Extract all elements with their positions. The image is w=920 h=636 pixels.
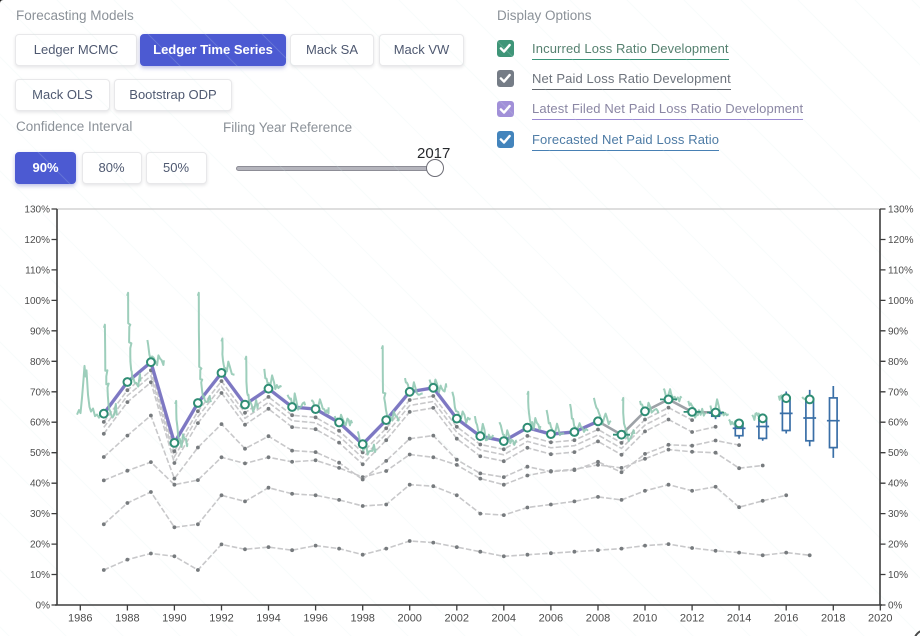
svg-text:2016: 2016: [774, 613, 798, 625]
svg-text:60%: 60%: [888, 418, 908, 429]
svg-text:2008: 2008: [586, 613, 610, 625]
svg-text:130%: 130%: [888, 205, 914, 216]
svg-text:1998: 1998: [350, 613, 374, 625]
svg-text:1990: 1990: [162, 613, 186, 625]
svg-text:80%: 80%: [888, 357, 908, 368]
svg-text:70%: 70%: [888, 387, 908, 398]
svg-text:70%: 70%: [30, 387, 50, 398]
svg-text:50%: 50%: [30, 448, 50, 459]
svg-text:2012: 2012: [680, 613, 704, 625]
svg-text:0%: 0%: [888, 601, 903, 612]
svg-text:10%: 10%: [888, 570, 908, 581]
svg-text:2020: 2020: [868, 613, 892, 625]
svg-text:80%: 80%: [30, 357, 50, 368]
svg-text:10%: 10%: [30, 570, 50, 581]
svg-text:90%: 90%: [30, 326, 50, 337]
svg-text:1988: 1988: [115, 613, 139, 625]
svg-text:2000: 2000: [397, 613, 421, 625]
svg-text:90%: 90%: [888, 326, 908, 337]
svg-text:2006: 2006: [539, 613, 563, 625]
svg-text:120%: 120%: [888, 235, 914, 246]
svg-text:1996: 1996: [303, 613, 327, 625]
svg-text:120%: 120%: [24, 235, 50, 246]
svg-text:30%: 30%: [888, 509, 908, 520]
svg-text:2018: 2018: [821, 613, 845, 625]
svg-text:20%: 20%: [888, 540, 908, 551]
svg-text:40%: 40%: [30, 479, 50, 490]
svg-text:2004: 2004: [492, 613, 516, 625]
svg-text:100%: 100%: [888, 296, 914, 307]
svg-text:60%: 60%: [30, 418, 50, 429]
svg-text:40%: 40%: [888, 479, 908, 490]
svg-text:100%: 100%: [24, 296, 50, 307]
svg-text:110%: 110%: [25, 265, 50, 276]
svg-text:0%: 0%: [36, 601, 51, 612]
svg-text:2002: 2002: [445, 613, 469, 625]
svg-text:1986: 1986: [68, 613, 92, 625]
svg-text:2014: 2014: [727, 613, 751, 625]
svg-text:130%: 130%: [24, 205, 50, 216]
svg-text:110%: 110%: [888, 265, 913, 276]
svg-text:2010: 2010: [633, 613, 657, 625]
svg-text:20%: 20%: [30, 540, 50, 551]
svg-text:50%: 50%: [888, 448, 908, 459]
svg-text:30%: 30%: [30, 509, 50, 520]
svg-text:1992: 1992: [209, 613, 233, 625]
svg-text:1994: 1994: [256, 613, 280, 625]
